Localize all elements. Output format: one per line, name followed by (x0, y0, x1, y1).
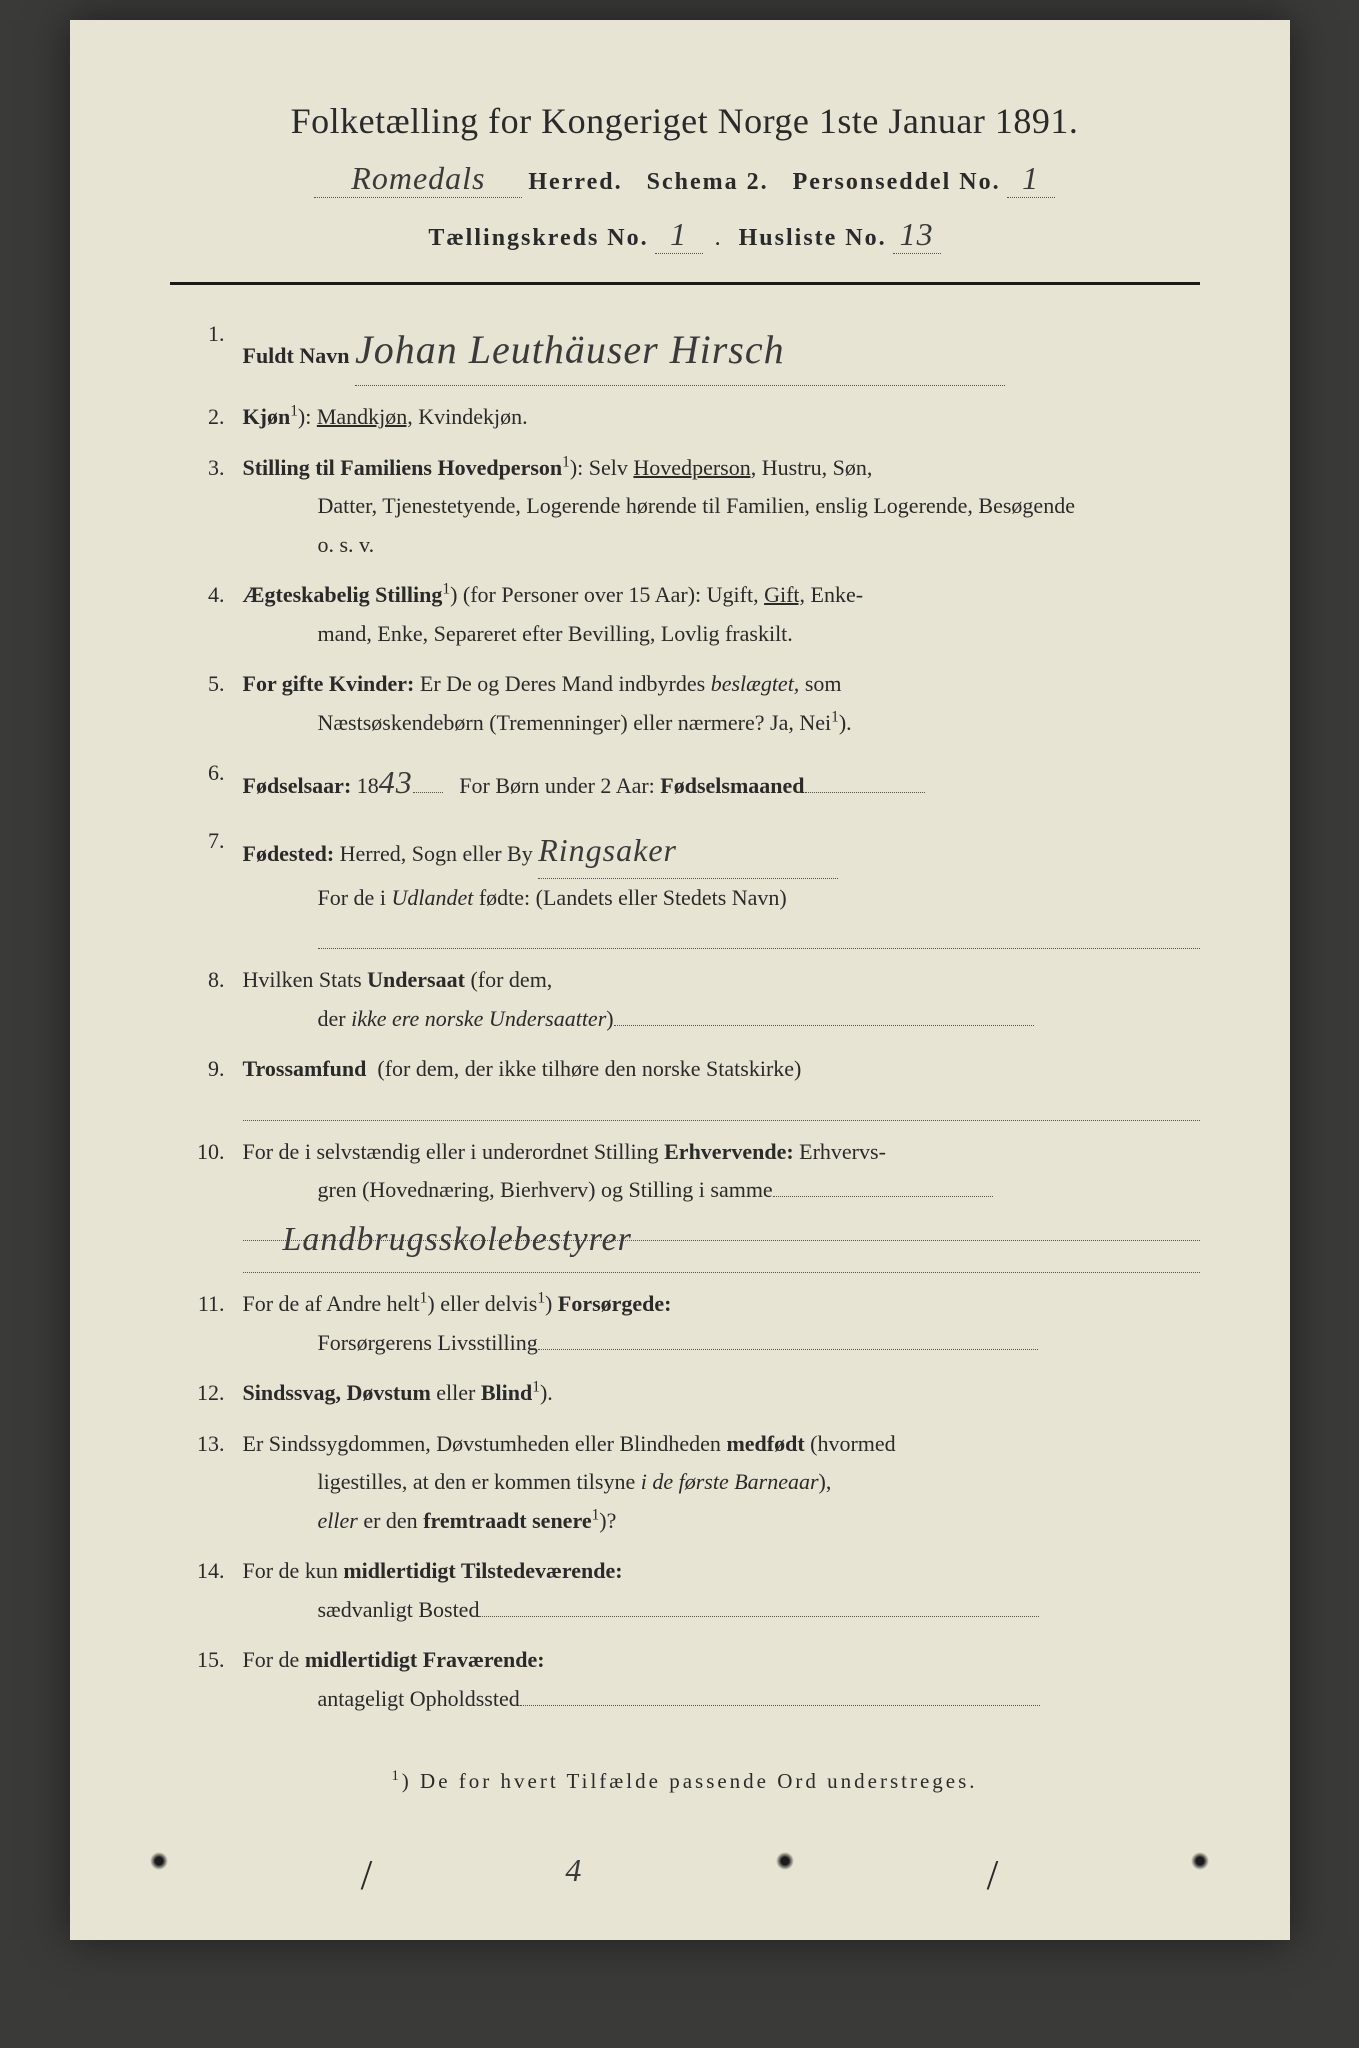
form-body: 1. Fuldt Navn Johan Leuthäuser Hirsch 2.… (170, 315, 1200, 1718)
item-num: 8. (170, 961, 243, 1038)
item-6: 6. Fødselsaar: 1843 For Børn under 2 Aar… (170, 754, 1200, 810)
item-num: 1. (170, 315, 243, 386)
item-num: 14. (170, 1552, 243, 1629)
field-label: Ægteskabelig Stilling (243, 582, 443, 607)
tellingskreds-label: Tællingskreds No. (428, 225, 648, 251)
binding-hole-icon (1191, 1852, 1209, 1870)
bottom-marks: / 4 / (70, 1852, 1290, 1900)
item-num: 10. (170, 1133, 243, 1274)
item-num: 7. (170, 822, 243, 949)
item-1: 1. Fuldt Navn Johan Leuthäuser Hirsch (170, 315, 1200, 386)
opt-hovedperson: Hovedperson, (633, 455, 756, 480)
item-15: 15. For de midlertidigt Fraværende: anta… (170, 1641, 1200, 1718)
field-label: midlertidigt Fraværende: (305, 1647, 545, 1672)
field-label: Kjøn (243, 404, 291, 429)
field-label: medfødt (726, 1431, 804, 1456)
item-9: 9. Trossamfund (for dem, der ikke tilhør… (170, 1050, 1200, 1120)
item-num: 11. (170, 1285, 243, 1362)
personseddel-value: 1 (1007, 160, 1055, 198)
opt-gift: Gift, (764, 582, 805, 607)
item-num: 2. (170, 398, 243, 437)
name-value: Johan Leuthäuser Hirsch (355, 315, 1005, 386)
item-7: 7. Fødested: Herred, Sogn eller By Rings… (170, 822, 1200, 949)
personseddel-label: Personseddel No. (793, 169, 1001, 195)
field-label: Fødested: (243, 841, 335, 866)
item-num: 5. (170, 665, 243, 742)
item-num: 9. (170, 1050, 243, 1120)
field-label: Stilling til Familiens Hovedperson (243, 455, 563, 480)
page-mark-value: 4 (565, 1852, 582, 1900)
item-11: 11. For de af Andre helt1) eller delvis1… (170, 1285, 1200, 1362)
item-num: 12. (170, 1374, 243, 1413)
field-label: Fuldt Navn (243, 343, 350, 368)
divider-rule (170, 282, 1200, 285)
schema-label: Schema 2. (647, 169, 769, 195)
main-title: Folketælling for Kongeriget Norge 1ste J… (170, 100, 1200, 142)
item-14: 14. For de kun midlertidigt Tilstedevære… (170, 1552, 1200, 1629)
birthyear-value: 43 (379, 764, 413, 800)
item-2: 2. Kjøn1): Mandkjøn, Kvindekjøn. (170, 398, 1200, 437)
item-5: 5. For gifte Kvinder: Er De og Deres Man… (170, 665, 1200, 742)
field-label: Undersaat (367, 967, 465, 992)
page-mark-slash: / (361, 1852, 373, 1900)
form-header: Folketælling for Kongeriget Norge 1ste J… (170, 100, 1200, 254)
item-num: 4. (170, 576, 243, 653)
field-label: Fødselsaar: (243, 773, 352, 798)
husliste-value: 13 (893, 216, 941, 254)
item-4: 4. Ægteskabelig Stilling1) (for Personer… (170, 576, 1200, 653)
item-num: 3. (170, 449, 243, 565)
husliste-label: Husliste No. (739, 225, 887, 251)
binding-hole-icon (150, 1852, 168, 1870)
field-label: midlertidigt Tilstedeværende: (343, 1558, 622, 1583)
item-8: 8. Hvilken Stats Undersaat (for dem, der… (170, 961, 1200, 1038)
item-10: 10. For de i selvstændig eller i underor… (170, 1133, 1200, 1274)
item-num: 15. (170, 1641, 243, 1718)
herred-row: Romedals Herred. Schema 2. Personseddel … (170, 160, 1200, 198)
census-form-page: Folketælling for Kongeriget Norge 1ste J… (70, 20, 1290, 1940)
tellingskreds-value: 1 (655, 216, 703, 254)
opt-kvindekjon: Kvindekjøn. (418, 404, 527, 429)
herred-value: Romedals (314, 160, 522, 198)
item-num: 6. (170, 754, 243, 810)
occupation-value: Landbrugsskolebestyrer (243, 1221, 632, 1258)
field-label: Forsørgede: (558, 1291, 672, 1316)
item-12: 12. Sindssvag, Døvstum eller Blind1). (170, 1374, 1200, 1413)
field-label: Erhvervende: (664, 1139, 794, 1164)
kreds-row: Tællingskreds No. 1 . Husliste No. 13 (170, 216, 1200, 254)
herred-label: Herred. (528, 169, 622, 195)
footnote: 1) De for hvert Tilfælde passende Ord un… (170, 1768, 1200, 1794)
field-label: Sindssvag, Døvstum (243, 1380, 431, 1405)
item-13: 13. Er Sindssygdommen, Døvstumheden elle… (170, 1425, 1200, 1541)
item-3: 3. Stilling til Familiens Hovedperson1):… (170, 449, 1200, 565)
field-label: Trossamfund (243, 1056, 367, 1081)
field-label: For gifte Kvinder: (243, 671, 415, 696)
opt-mandkjon: Mandkjøn, (317, 404, 413, 429)
binding-hole-icon (776, 1852, 794, 1870)
page-mark-slash: / (987, 1852, 999, 1900)
item-num: 13. (170, 1425, 243, 1541)
birthplace-value: Ringsaker (538, 822, 838, 879)
